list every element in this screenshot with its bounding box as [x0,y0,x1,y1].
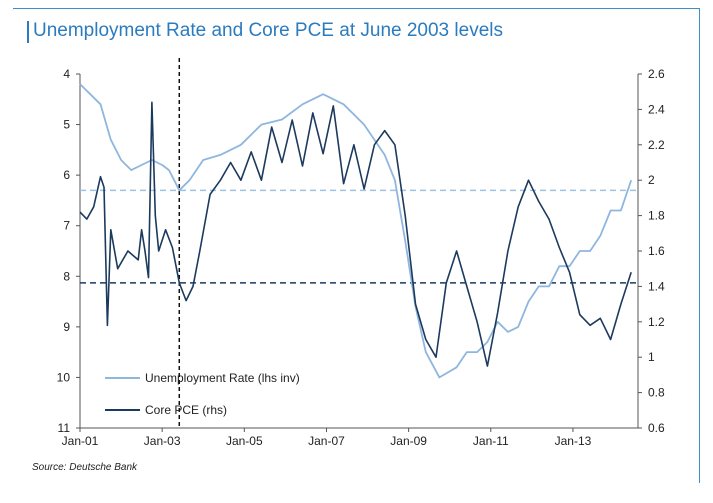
x-tick-label: Jan-03 [144,434,181,448]
core-pce-line [79,101,632,367]
right-tick-label: 1.4 [648,279,665,293]
left-tick-label: 5 [63,118,70,132]
right-tick-label: 0.8 [648,386,665,400]
x-tick-label: Jan-09 [390,434,427,448]
x-tick-label: Jan-07 [308,434,345,448]
chart-title: Unemployment Rate and Core PCE at June 2… [33,20,503,41]
right-tick-label: 1.8 [648,209,665,223]
right-tick-label: 1.6 [648,244,665,258]
left-tick-label: 4 [63,67,70,81]
x-tick-label: Jan-05 [226,434,263,448]
right-tick-label: 2.6 [648,67,665,81]
left-tick-label: 7 [63,219,70,233]
right-tick-label: 2.2 [648,138,665,152]
right-tick-label: 1.2 [648,315,665,329]
right-tick-label: 0.6 [648,421,665,435]
source-note: Source: Deutsche Bank [32,462,138,473]
legend-label-unemployment: Unemployment Rate (lhs inv) [145,371,300,385]
x-tick-label: Jan-01 [62,434,99,448]
left-tick-label: 10 [57,370,71,384]
right-tick-label: 1 [648,350,655,364]
title-accent-bar [27,21,29,43]
unemployment-rate-line [79,83,633,379]
x-tick-label: Jan-11 [473,434,509,448]
left-tick-label: 11 [58,421,71,435]
left-tick-label: 6 [63,168,70,182]
left-tick-label: 9 [63,320,70,334]
right-tick-label: 2 [648,173,655,187]
x-tick-label: Jan-13 [555,434,592,448]
chart-frame [13,8,700,483]
left-tick-label: 8 [63,269,70,283]
legend-label-core-pce: Core PCE (rhs) [145,403,227,417]
right-tick-label: 2.4 [648,102,665,116]
